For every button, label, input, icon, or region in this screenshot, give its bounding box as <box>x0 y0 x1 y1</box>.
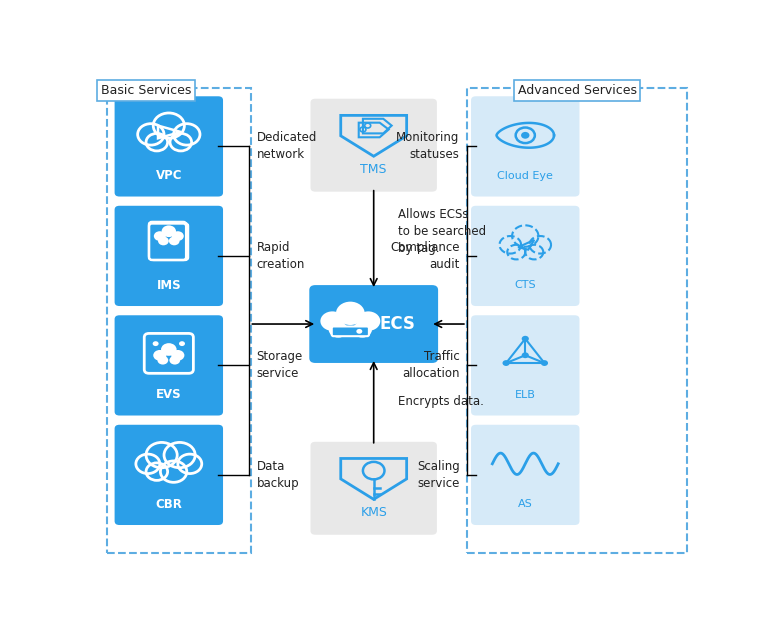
Circle shape <box>521 132 530 138</box>
Text: Monitoring
statuses: Monitoring statuses <box>397 131 460 161</box>
Circle shape <box>522 353 529 358</box>
FancyBboxPatch shape <box>332 327 369 336</box>
Circle shape <box>138 456 158 472</box>
Circle shape <box>502 360 509 366</box>
FancyBboxPatch shape <box>471 206 580 306</box>
FancyBboxPatch shape <box>309 285 438 363</box>
Circle shape <box>139 125 162 143</box>
Text: Encrypts data.: Encrypts data. <box>397 396 484 408</box>
Circle shape <box>172 135 190 150</box>
Text: Basic Services: Basic Services <box>101 84 192 97</box>
Circle shape <box>175 125 198 143</box>
Text: ELB: ELB <box>515 390 536 400</box>
Circle shape <box>171 350 185 361</box>
Text: CBR: CBR <box>155 498 182 511</box>
Circle shape <box>158 356 169 365</box>
Circle shape <box>158 236 169 245</box>
Circle shape <box>352 322 372 337</box>
FancyBboxPatch shape <box>471 425 580 525</box>
Circle shape <box>179 341 185 346</box>
FancyBboxPatch shape <box>114 425 223 525</box>
Text: Cloud Eye: Cloud Eye <box>497 171 553 181</box>
FancyBboxPatch shape <box>114 206 223 306</box>
Circle shape <box>148 444 175 466</box>
Text: Data
backup: Data backup <box>257 460 299 490</box>
Circle shape <box>153 350 166 361</box>
Circle shape <box>179 456 200 472</box>
Text: CTS: CTS <box>515 281 536 291</box>
Text: AS: AS <box>518 499 533 509</box>
FancyBboxPatch shape <box>114 315 223 415</box>
Circle shape <box>169 236 179 245</box>
Text: VPC: VPC <box>155 169 182 183</box>
Circle shape <box>166 444 193 466</box>
FancyBboxPatch shape <box>149 224 186 260</box>
Text: IMS: IMS <box>156 279 181 292</box>
Circle shape <box>541 360 548 366</box>
Text: ECS: ECS <box>380 315 416 333</box>
Text: Rapid
creation: Rapid creation <box>257 241 305 271</box>
FancyBboxPatch shape <box>114 96 223 197</box>
FancyBboxPatch shape <box>471 315 580 415</box>
FancyBboxPatch shape <box>311 99 437 191</box>
Text: KMS: KMS <box>360 506 387 519</box>
Text: Dedicated
network: Dedicated network <box>257 131 317 161</box>
Circle shape <box>320 312 344 331</box>
Text: Traffic
allocation: Traffic allocation <box>402 350 460 380</box>
Circle shape <box>356 312 380 331</box>
Circle shape <box>162 463 185 481</box>
Text: Scaling
service: Scaling service <box>417 460 460 490</box>
Text: Compliance
audit: Compliance audit <box>390 241 460 271</box>
FancyBboxPatch shape <box>311 442 437 535</box>
Circle shape <box>155 114 182 137</box>
Circle shape <box>356 329 363 334</box>
Circle shape <box>169 356 180 365</box>
Circle shape <box>148 135 166 150</box>
Text: EVS: EVS <box>156 389 182 401</box>
Circle shape <box>329 322 348 337</box>
Circle shape <box>162 226 176 237</box>
Text: Allows ECSs
to be searched
by tag.: Allows ECSs to be searched by tag. <box>397 208 485 255</box>
Circle shape <box>161 343 176 356</box>
Text: TMS: TMS <box>360 162 387 176</box>
Text: Advanced Services: Advanced Services <box>518 84 637 97</box>
Circle shape <box>152 341 158 346</box>
Circle shape <box>172 231 184 241</box>
Circle shape <box>154 231 166 241</box>
Circle shape <box>522 336 529 342</box>
FancyBboxPatch shape <box>471 96 580 197</box>
Circle shape <box>336 301 365 325</box>
Text: Storage
service: Storage service <box>257 350 303 380</box>
Circle shape <box>148 465 166 479</box>
